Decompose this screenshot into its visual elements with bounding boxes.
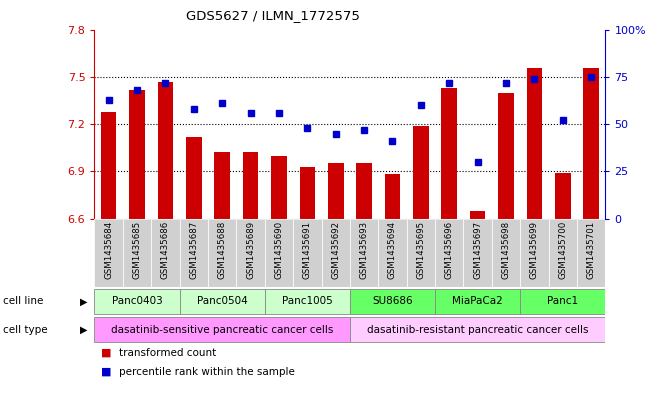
Bar bbox=[265, 219, 293, 287]
Text: GSM1435693: GSM1435693 bbox=[359, 220, 368, 279]
Text: dasatinib-sensitive pancreatic cancer cells: dasatinib-sensitive pancreatic cancer ce… bbox=[111, 325, 333, 335]
Text: GSM1435686: GSM1435686 bbox=[161, 220, 170, 279]
Bar bbox=[464, 219, 492, 287]
Bar bbox=[350, 289, 435, 314]
Bar bbox=[350, 317, 605, 342]
Bar bbox=[322, 219, 350, 287]
Bar bbox=[498, 93, 514, 219]
Bar bbox=[180, 219, 208, 287]
Bar bbox=[151, 219, 180, 287]
Text: Panc0403: Panc0403 bbox=[111, 296, 162, 307]
Text: GSM1435691: GSM1435691 bbox=[303, 220, 312, 279]
Bar bbox=[214, 152, 230, 219]
Text: GSM1435687: GSM1435687 bbox=[189, 220, 199, 279]
Text: ■: ■ bbox=[101, 348, 111, 358]
Bar bbox=[158, 82, 173, 219]
Text: GSM1435685: GSM1435685 bbox=[133, 220, 141, 279]
Bar bbox=[435, 289, 520, 314]
Text: GSM1435689: GSM1435689 bbox=[246, 220, 255, 279]
Bar bbox=[470, 211, 486, 219]
Text: GSM1435684: GSM1435684 bbox=[104, 220, 113, 279]
Text: GSM1435697: GSM1435697 bbox=[473, 220, 482, 279]
Bar bbox=[583, 68, 599, 219]
Bar bbox=[385, 174, 400, 219]
Bar bbox=[94, 219, 123, 287]
Bar bbox=[549, 219, 577, 287]
Text: GSM1435688: GSM1435688 bbox=[217, 220, 227, 279]
Bar bbox=[94, 317, 350, 342]
Text: GSM1435700: GSM1435700 bbox=[559, 220, 567, 279]
Text: GSM1435701: GSM1435701 bbox=[587, 220, 596, 279]
Bar bbox=[129, 90, 145, 219]
Bar bbox=[101, 112, 117, 219]
Text: GDS5627 / ILMN_1772575: GDS5627 / ILMN_1772575 bbox=[186, 9, 360, 22]
Bar bbox=[435, 219, 464, 287]
Bar bbox=[407, 219, 435, 287]
Bar bbox=[265, 289, 350, 314]
Bar bbox=[413, 126, 429, 219]
Text: GSM1435692: GSM1435692 bbox=[331, 220, 340, 279]
Text: Panc1: Panc1 bbox=[547, 296, 578, 307]
Text: GSM1435699: GSM1435699 bbox=[530, 220, 539, 279]
Text: MiaPaCa2: MiaPaCa2 bbox=[452, 296, 503, 307]
Bar bbox=[236, 219, 265, 287]
Bar bbox=[94, 289, 180, 314]
Text: GSM1435690: GSM1435690 bbox=[275, 220, 283, 279]
Bar bbox=[293, 219, 322, 287]
Text: transformed count: transformed count bbox=[119, 348, 216, 358]
Bar bbox=[356, 163, 372, 219]
Bar bbox=[520, 219, 549, 287]
Bar bbox=[271, 156, 286, 219]
Bar bbox=[123, 219, 151, 287]
Text: GSM1435696: GSM1435696 bbox=[445, 220, 454, 279]
Text: cell type: cell type bbox=[3, 325, 48, 335]
Text: Panc1005: Panc1005 bbox=[282, 296, 333, 307]
Bar bbox=[520, 289, 605, 314]
Bar bbox=[208, 219, 236, 287]
Bar bbox=[527, 68, 542, 219]
Text: cell line: cell line bbox=[3, 296, 44, 307]
Bar bbox=[299, 167, 315, 219]
Bar bbox=[492, 219, 520, 287]
Text: ▶: ▶ bbox=[80, 296, 88, 307]
Text: dasatinib-resistant pancreatic cancer cells: dasatinib-resistant pancreatic cancer ce… bbox=[367, 325, 589, 335]
Bar bbox=[328, 163, 344, 219]
Bar bbox=[577, 219, 605, 287]
Text: ■: ■ bbox=[101, 367, 111, 376]
Text: Panc0504: Panc0504 bbox=[197, 296, 247, 307]
Text: GSM1435695: GSM1435695 bbox=[417, 220, 425, 279]
Bar bbox=[350, 219, 378, 287]
Text: percentile rank within the sample: percentile rank within the sample bbox=[119, 367, 295, 376]
Bar bbox=[180, 289, 265, 314]
Text: SU8686: SU8686 bbox=[372, 296, 413, 307]
Bar bbox=[555, 173, 571, 219]
Bar bbox=[441, 88, 457, 219]
Bar bbox=[378, 219, 407, 287]
Text: GSM1435698: GSM1435698 bbox=[501, 220, 510, 279]
Text: ▶: ▶ bbox=[80, 325, 88, 335]
Bar bbox=[243, 152, 258, 219]
Bar bbox=[186, 137, 202, 219]
Text: GSM1435694: GSM1435694 bbox=[388, 220, 397, 279]
